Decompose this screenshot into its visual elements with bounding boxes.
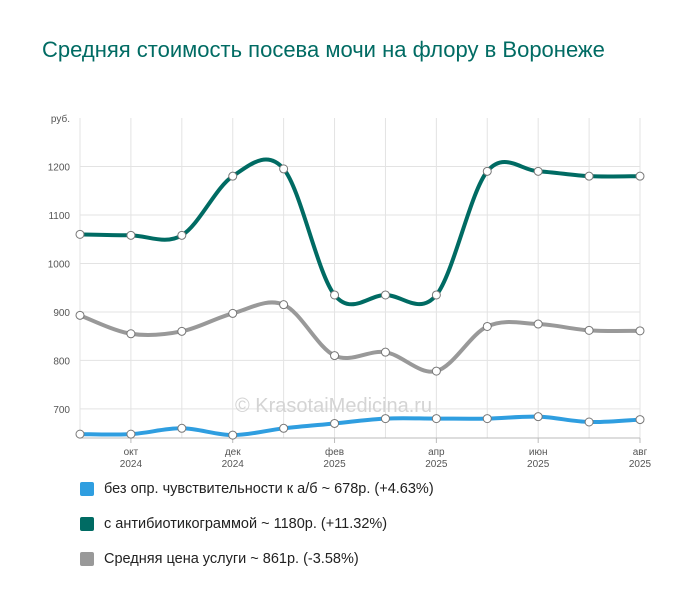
data-point (75, 229, 85, 239)
x-tick-label-month: фев (325, 446, 344, 458)
data-point (380, 347, 390, 357)
data-point (482, 414, 492, 424)
legend-item-no-sensitivity[interactable]: без опр. чувствительности к а/б ~ 678р. … (80, 480, 434, 498)
data-point (380, 414, 390, 424)
series-lines (78, 157, 642, 438)
data-point (533, 412, 543, 422)
data-point (126, 329, 136, 339)
data-point (584, 325, 594, 335)
data-point (75, 429, 85, 439)
data-point (584, 171, 594, 181)
series-line-0 (78, 414, 642, 438)
y-tick-label: 1000 (48, 259, 71, 270)
x-tick-label-month: дек (225, 447, 241, 458)
data-point (431, 290, 441, 300)
data-point (330, 418, 340, 428)
legend-item-antibiogram[interactable]: с антибиотикограммой ~ 1180р. (+11.32%) (80, 515, 434, 533)
x-tick-label-year: 2025 (527, 459, 550, 470)
data-point (584, 417, 594, 427)
data-point (482, 166, 492, 176)
data-point (533, 319, 543, 329)
data-point (279, 300, 289, 310)
legend-label: без опр. чувствительности к а/б ~ 678р. … (104, 481, 434, 497)
data-point (279, 164, 289, 174)
data-point (380, 290, 390, 300)
legend-swatch (80, 552, 94, 566)
data-point (635, 326, 645, 336)
data-point (126, 429, 136, 439)
data-point (279, 423, 289, 433)
series-line-1 (78, 157, 642, 307)
x-axis: окт2024дек2024фев2025апр2025июн2025авг20… (80, 437, 652, 470)
watermark: © KrasotaiMedicina.ru (235, 395, 433, 417)
legend-swatch (80, 517, 94, 531)
y-tick-label: 1200 (48, 162, 71, 173)
data-point (75, 310, 85, 320)
series-points (75, 164, 645, 440)
data-point (635, 171, 645, 181)
legend-item-average-price[interactable]: Средняя цена услуги ~ 861р. (-3.58%) (80, 550, 434, 568)
data-point (126, 230, 136, 240)
y-tick-label: 1100 (48, 211, 70, 222)
x-tick-label-month: июн (529, 447, 548, 458)
data-point (482, 321, 492, 331)
x-tick-label-month: авг (633, 447, 648, 458)
data-point (228, 171, 238, 181)
legend-swatch (80, 482, 94, 496)
x-tick-label-year: 2025 (629, 459, 652, 470)
data-point (431, 366, 441, 376)
data-point (330, 290, 340, 300)
data-point (533, 166, 543, 176)
data-point (431, 414, 441, 424)
data-point (177, 230, 187, 240)
x-tick-label-year: 2025 (323, 459, 346, 470)
data-point (177, 423, 187, 433)
data-point (228, 308, 238, 318)
legend: без опр. чувствительности к а/б ~ 678р. … (80, 480, 434, 585)
y-tick-label: 700 (53, 405, 70, 416)
series-line-2 (78, 300, 642, 374)
grid (79, 118, 641, 438)
data-point (635, 415, 645, 425)
data-point (330, 351, 340, 361)
data-point (228, 430, 238, 440)
y-tick-label: 800 (53, 356, 70, 367)
x-tick-label-year: 2024 (120, 459, 143, 470)
x-tick-label-year: 2024 (222, 459, 245, 470)
data-point (177, 326, 187, 336)
y-axis: 700 800 900 1000 1100 1200 руб. (48, 113, 71, 416)
x-tick-label-year: 2025 (425, 459, 448, 470)
y-axis-label: руб. (51, 113, 70, 125)
chart-title: Средняя стоимость посева мочи на флору в… (42, 37, 605, 62)
legend-label: Средняя цена услуги ~ 861р. (-3.58%) (104, 551, 359, 567)
y-tick-label: 900 (53, 308, 70, 319)
legend-label: с антибиотикограммой ~ 1180р. (+11.32%) (104, 516, 388, 532)
x-tick-label-month: апр (428, 447, 445, 458)
x-tick-label-month: окт (124, 447, 139, 458)
